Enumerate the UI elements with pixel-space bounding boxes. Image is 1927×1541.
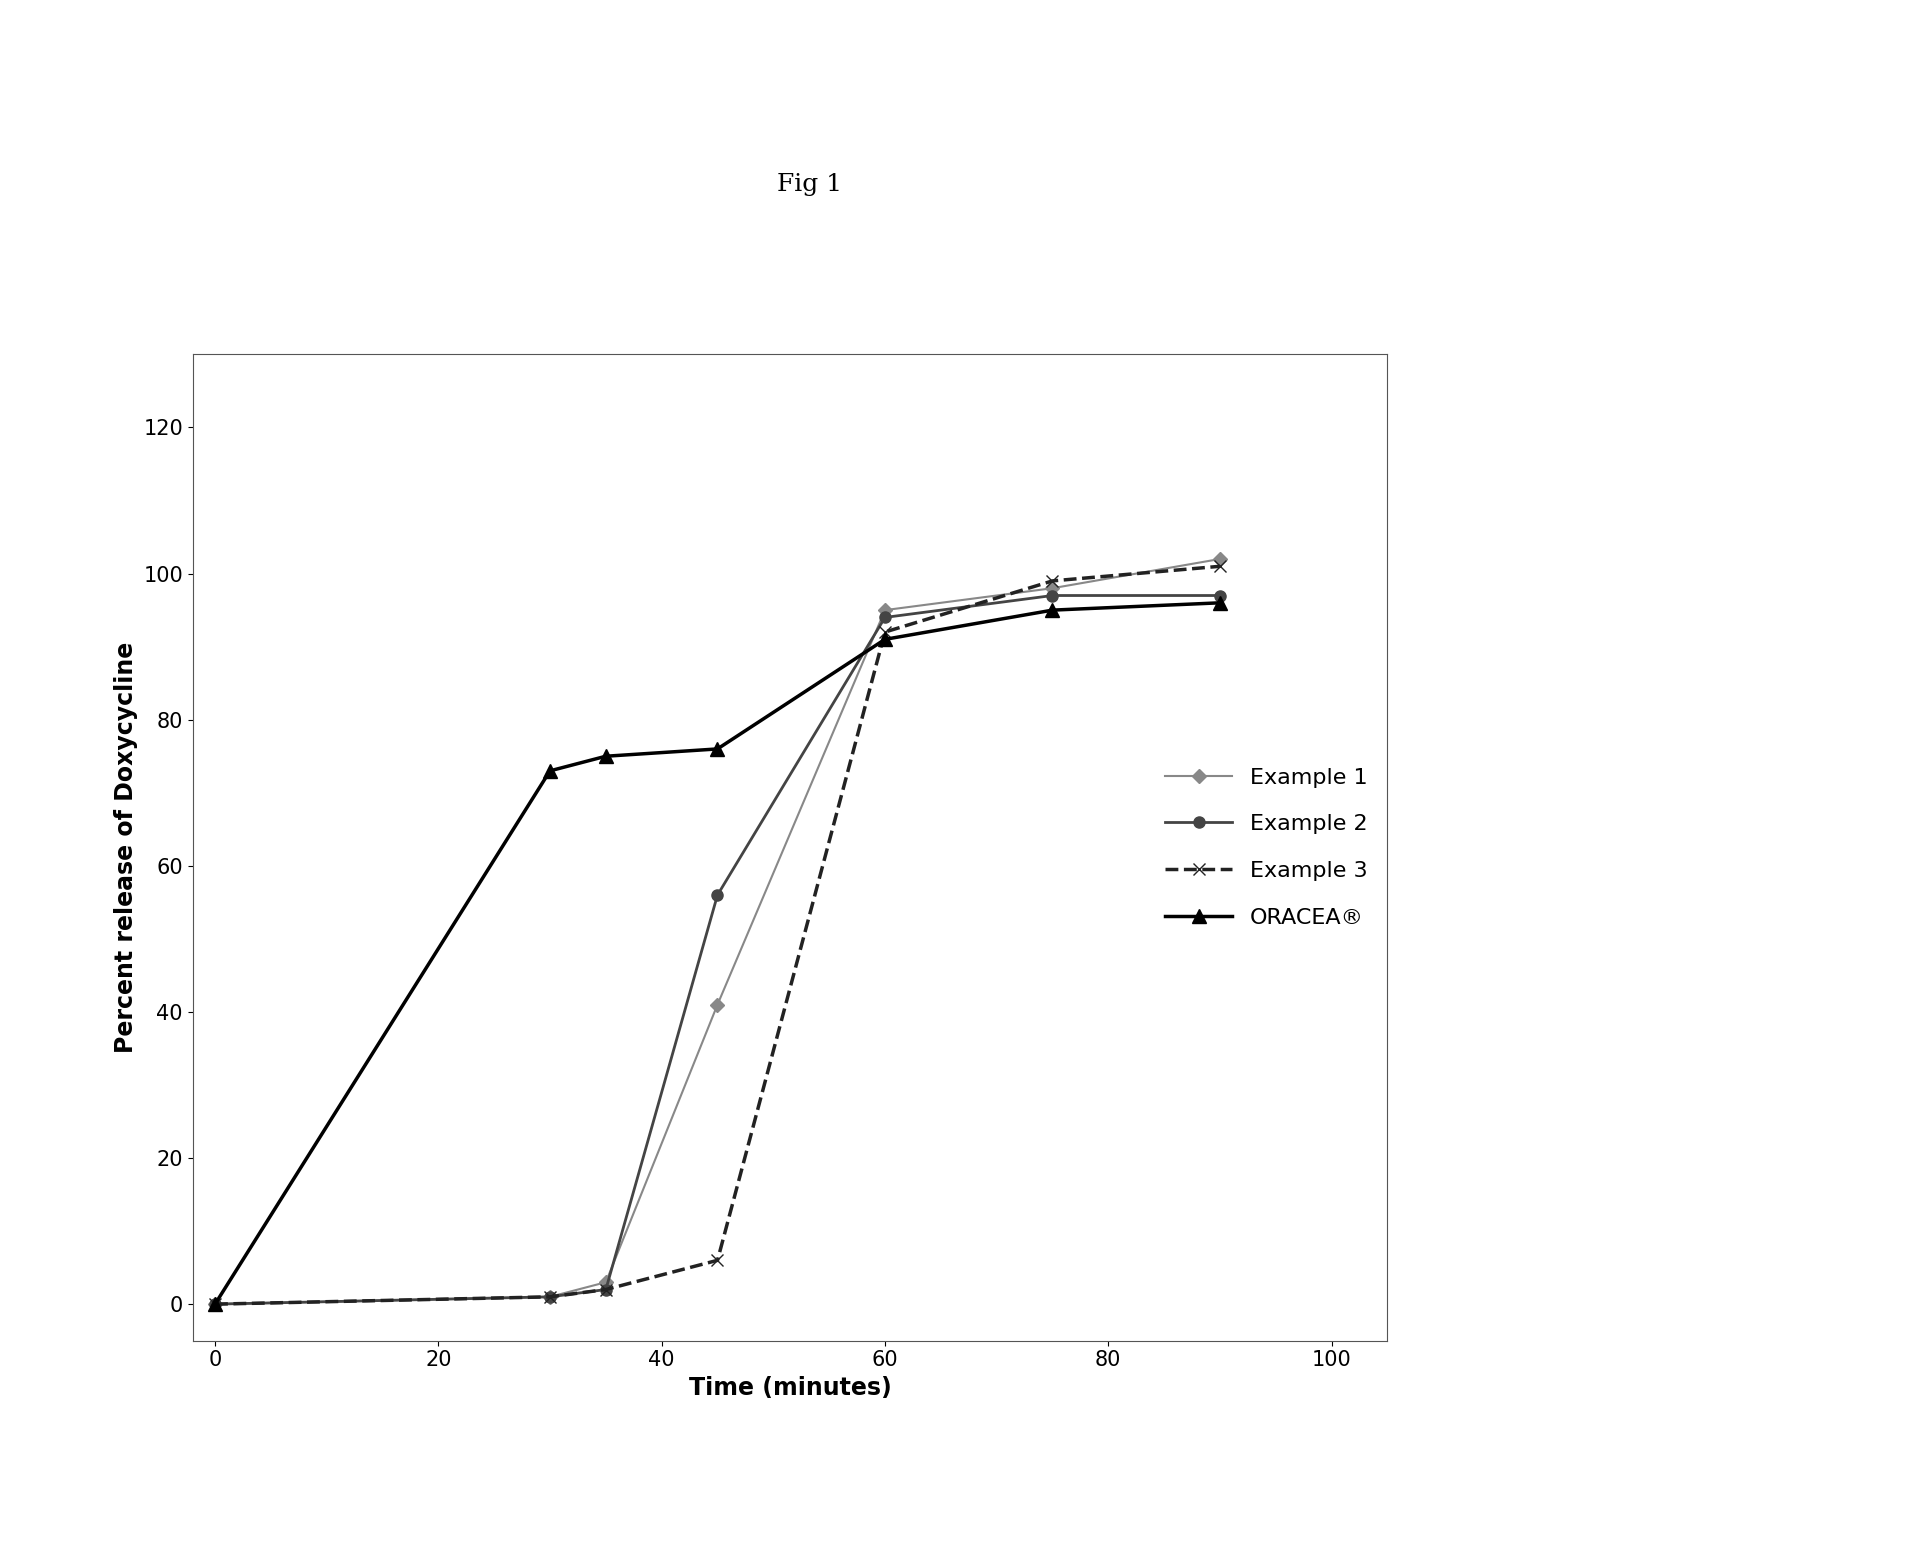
- Example 3: [873, 623, 896, 641]
- Example 3: [705, 1251, 728, 1270]
- ORACEA®: [1208, 593, 1231, 612]
- Example 3: [538, 1288, 561, 1307]
- Line: ORACEA®: ORACEA®: [208, 596, 1227, 1311]
- Example 1: [705, 995, 728, 1014]
- Example 3: [1208, 556, 1231, 575]
- Example 2: [1208, 586, 1231, 604]
- Example 1: [538, 1288, 561, 1307]
- Example 2: [705, 886, 728, 905]
- Line: Example 2: Example 2: [210, 590, 1226, 1310]
- Line: Example 1: Example 1: [210, 555, 1226, 1308]
- Example 2: [538, 1288, 561, 1307]
- Example 2: [873, 609, 896, 627]
- Example 3: [1041, 572, 1064, 590]
- Example 2: [204, 1294, 227, 1313]
- Example 3: [204, 1294, 227, 1313]
- ORACEA®: [873, 630, 896, 649]
- X-axis label: Time (minutes): Time (minutes): [688, 1376, 892, 1399]
- ORACEA®: [705, 740, 728, 758]
- ORACEA®: [538, 761, 561, 780]
- Example 1: [1041, 579, 1064, 598]
- Example 2: [1041, 586, 1064, 604]
- Legend: Example 1, Example 2, Example 3, ORACEA®: Example 1, Example 2, Example 3, ORACEA®: [1156, 758, 1376, 937]
- Example 2: [594, 1281, 617, 1299]
- Text: Fig 1: Fig 1: [777, 174, 842, 196]
- ORACEA®: [594, 747, 617, 766]
- Y-axis label: Percent release of Doxycycline: Percent release of Doxycycline: [114, 643, 137, 1053]
- ORACEA®: [204, 1294, 227, 1313]
- Example 1: [873, 601, 896, 619]
- Example 3: [594, 1281, 617, 1299]
- Example 1: [204, 1294, 227, 1313]
- ORACEA®: [1041, 601, 1064, 619]
- Line: Example 3: Example 3: [208, 559, 1226, 1310]
- Example 1: [594, 1273, 617, 1291]
- Example 1: [1208, 550, 1231, 569]
